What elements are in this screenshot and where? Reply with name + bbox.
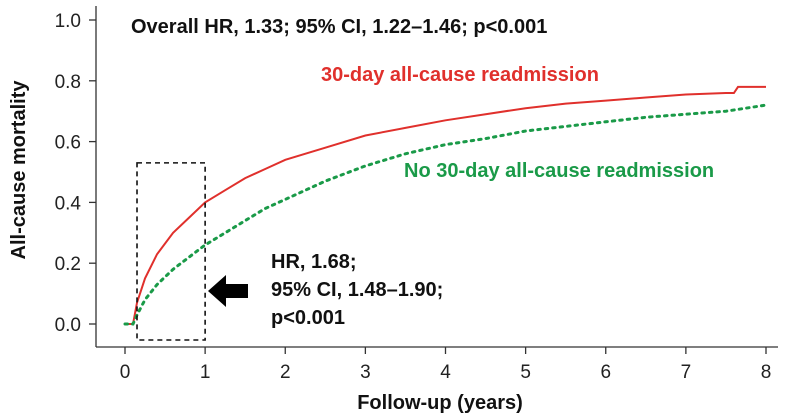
early-hr-line-3: p<0.001 [271, 307, 345, 329]
axes [95, 6, 778, 348]
y-axis-ticks: 0.0 0.2 0.4 0.6 0.8 1.0 [55, 11, 96, 336]
x-tick-label: 6 [600, 362, 611, 383]
x-axis-ticks: 0 1 2 3 4 5 6 7 8 [120, 347, 772, 383]
x-tick-label: 3 [360, 362, 371, 383]
y-tick-label: 1.0 [55, 11, 81, 32]
early-hr-line-1: HR, 1.68; [271, 251, 357, 273]
x-tick-label: 2 [280, 362, 291, 383]
overall-hr-annotation: Overall HR, 1.33; 95% CI, 1.22–1.46; p<0… [131, 16, 547, 38]
series-label-no-readmission: No 30-day all-cause readmission [404, 160, 714, 182]
first-year-highlight-box [136, 162, 206, 341]
y-tick-label: 0.2 [55, 254, 81, 275]
series-label-readmission: 30-day all-cause readmission [321, 64, 599, 86]
x-tick-label: 0 [120, 362, 131, 383]
left-arrow-icon [208, 275, 248, 307]
readmission-curve [125, 85, 766, 325]
y-tick-label: 0.4 [55, 193, 82, 214]
y-tick-label: 0.0 [55, 315, 81, 336]
x-tick-label: 7 [681, 362, 692, 383]
x-tick-label: 4 [440, 362, 451, 383]
no-readmission-curve [123, 103, 768, 326]
y-tick-label: 0.6 [55, 133, 81, 154]
early-hr-line-2: 95% CI, 1.48–1.90; [271, 279, 443, 301]
x-tick-label: 1 [200, 362, 211, 383]
x-axis-title: Follow-up (years) [357, 392, 523, 414]
y-tick-label: 0.8 [55, 72, 81, 93]
y-axis-title: All-cause mortality [8, 80, 30, 260]
series-layer [123, 85, 768, 326]
x-tick-label: 5 [520, 362, 531, 383]
x-tick-label: 8 [761, 362, 772, 383]
